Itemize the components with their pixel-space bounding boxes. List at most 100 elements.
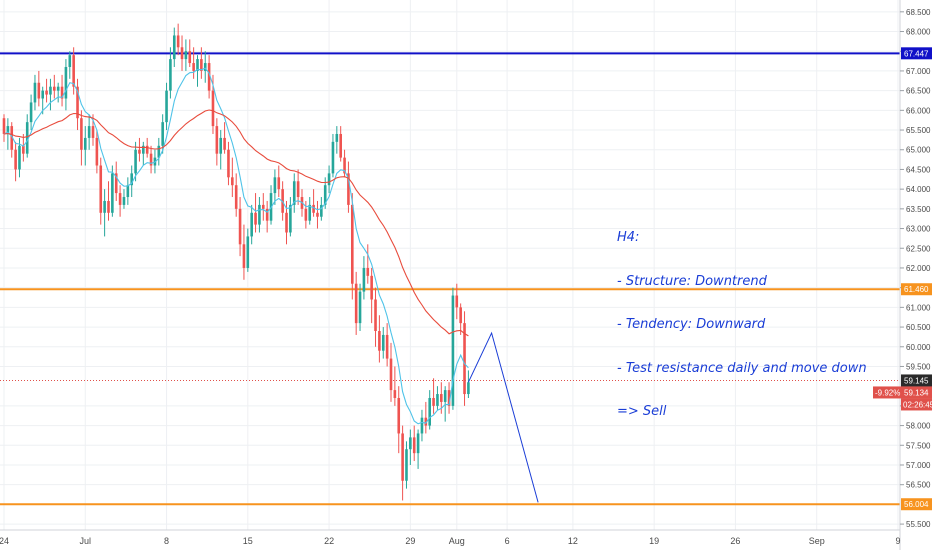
analysis-note[interactable]: H4: - Structure: Downtrend - Tendency: D…: [617, 202, 867, 434]
candle-body: [316, 212, 319, 217]
candle-body: [33, 82, 37, 103]
y-tick-label: 57.500: [906, 441, 931, 450]
candle-body: [68, 55, 72, 67]
candle-body: [389, 358, 393, 391]
candle-body: [45, 90, 48, 95]
y-tick-label: 64.000: [906, 185, 931, 194]
candle-body: [242, 244, 246, 268]
candle-body: [29, 102, 33, 123]
candle-body: [223, 137, 226, 150]
candle-body: [64, 66, 68, 99]
x-tick-label: Jul: [80, 536, 92, 546]
candle-body: [428, 397, 431, 426]
level-label-resistance-top: 67.447: [904, 49, 929, 58]
level-label-resistance-daily: 61.460: [904, 285, 929, 294]
y-tick-label: 61.000: [906, 303, 931, 312]
y-tick-label: 56.500: [906, 481, 931, 490]
candle-body: [250, 212, 253, 237]
candle-body: [114, 173, 118, 194]
candle-body: [327, 173, 331, 186]
candle-body: [285, 212, 288, 233]
y-tick-label: 68.000: [906, 28, 931, 37]
candle-body: [56, 86, 60, 91]
countdown-badge: [901, 398, 932, 411]
y-tick-label: 63.500: [906, 205, 931, 214]
candle-body: [416, 433, 420, 454]
candle-body: [87, 126, 91, 138]
candle-body: [335, 133, 339, 142]
candle-body: [184, 51, 188, 60]
x-tick-label: 8: [164, 536, 169, 546]
candle-body: [142, 145, 145, 154]
candle-body: [432, 397, 435, 406]
candle-body: [455, 295, 459, 308]
candle-body: [122, 197, 126, 205]
candle-body: [41, 90, 44, 99]
candle-body: [347, 173, 350, 205]
candle-body: [385, 334, 389, 359]
candle-body: [459, 307, 462, 324]
price-axis[interactable]: 68.50068.00067.50067.00066.50066.00065.5…: [873, 0, 932, 550]
candle-body: [149, 153, 153, 166]
candle-body: [18, 145, 21, 170]
candle-body: [80, 118, 83, 150]
level-badge-support-bottom: [901, 498, 932, 511]
x-tick-label: 6: [505, 536, 510, 546]
candle-body: [176, 35, 180, 48]
countdown-label: 02:26:45: [903, 400, 932, 409]
candle-body: [467, 382, 470, 395]
time-axis[interactable]: 24 Jul 8 15 22 29 Aug 6 12 19 26 Sep 9: [0, 529, 900, 546]
candle-body: [95, 137, 99, 166]
candle-body: [312, 204, 315, 213]
note-line-plan: - Test resistance daily and move down: [617, 360, 867, 376]
candle-body: [378, 331, 381, 351]
candle-body: [207, 63, 211, 91]
candle-body: [397, 397, 401, 434]
candle-body: [83, 137, 87, 150]
candle-body: [358, 291, 362, 324]
y-tick-label: 64.500: [906, 165, 931, 174]
candle-body: [323, 185, 327, 205]
candle-body: [14, 149, 17, 170]
candle-body: [192, 63, 195, 71]
candle-body: [370, 275, 373, 300]
current-price-label: 59.145: [904, 376, 929, 385]
candle-body: [219, 137, 223, 154]
candle-body: [134, 149, 137, 174]
candle-body: [258, 204, 261, 225]
candle-body: [231, 177, 234, 186]
x-tick-label: 22: [324, 536, 334, 546]
x-tick-label: 24: [0, 536, 9, 546]
candle-body: [180, 47, 184, 60]
candle-body: [401, 433, 404, 481]
candle-body: [99, 165, 103, 213]
candle-body: [261, 204, 265, 209]
candle-body: [107, 200, 110, 213]
y-tick-label: 60.500: [906, 323, 931, 332]
projection-path[interactable]: [467, 331, 539, 503]
candle-body: [273, 177, 277, 194]
candle-body: [91, 126, 95, 138]
y-tick-label: 60.000: [906, 343, 931, 352]
candle-body: [246, 236, 250, 268]
y-tick-label: 62.000: [906, 264, 931, 273]
y-tick-label: 62.500: [906, 244, 931, 253]
change-price-label: 59.134: [904, 388, 929, 397]
candle-body: [169, 59, 172, 91]
candle-body: [339, 133, 342, 158]
x-tick-label: 9: [895, 536, 900, 546]
x-tick-label: 12: [568, 536, 578, 546]
candle-body: [296, 181, 300, 198]
candle-body: [188, 51, 192, 64]
candle-body: [265, 208, 269, 221]
y-tick-label: 68.500: [906, 8, 931, 17]
candle-body: [25, 122, 29, 154]
candle-body: [308, 204, 312, 221]
candle-body: [165, 90, 168, 123]
note-line-title: H4:: [617, 230, 640, 245]
candle-body: [2, 118, 6, 134]
horizontal-levels[interactable]: [0, 52, 900, 506]
change-percent-label: -9.92%: [875, 388, 900, 397]
candle-body: [227, 149, 230, 178]
